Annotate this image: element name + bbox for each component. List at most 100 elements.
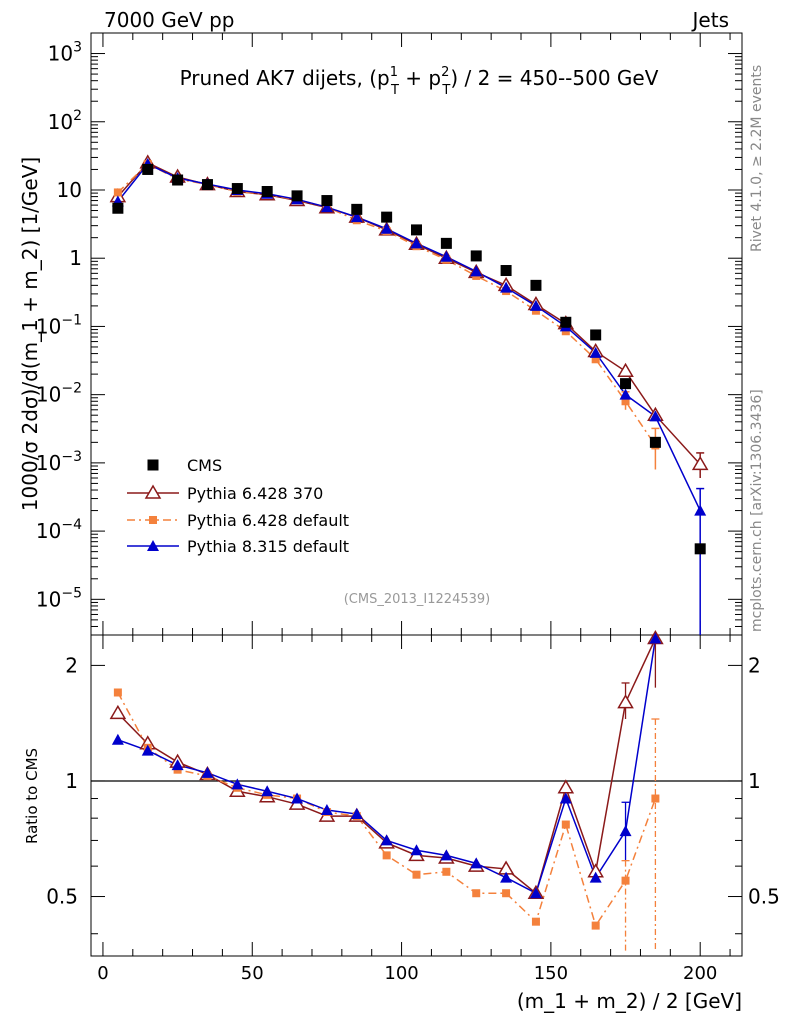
legend-marker: [144, 484, 162, 499]
series-2-point: [621, 397, 630, 406]
ratio-series-2-point: [380, 834, 393, 846]
y-axis-label: 1000/σ 2dσ)/d(m_1 + m_2) [1/GeV]: [18, 157, 42, 511]
cms-point: [530, 279, 542, 291]
cms-point: [381, 211, 393, 223]
y-tick-label: 102: [48, 108, 82, 134]
ratio-y-tick-label-right: 2: [748, 653, 761, 677]
ratio-series-2-point: [201, 766, 214, 778]
cms-point: [321, 195, 333, 207]
cms-point: [411, 224, 422, 236]
cms-point: [470, 250, 482, 262]
ratio-series-2-point: [350, 808, 363, 820]
series-1-point: [691, 455, 709, 471]
x-tick-label: 200: [683, 963, 717, 984]
cms-point: [201, 179, 213, 191]
series-3-point: [470, 265, 483, 277]
legend-label: Pythia 6.428 370: [187, 484, 323, 503]
ratio-series-2-point: [111, 733, 124, 745]
series-3-point: [694, 504, 707, 516]
chart-title: Pruned AK7 dijets, (p1 T + p2 T) / 2 = 450…: [180, 65, 659, 98]
y-tick-label: 10−4: [36, 517, 82, 543]
series-3-point: [440, 250, 453, 262]
ratio-series-2-point: [619, 825, 632, 837]
ratio-series-1-point: [113, 688, 122, 697]
cms-point: [142, 163, 154, 175]
analysis-id: (CMS_2013_I1224539): [344, 592, 491, 607]
ratio-series-1-point: [502, 889, 511, 898]
ratio-series-1-point: [651, 794, 660, 803]
legend-label: Pythia 8.315 default: [187, 537, 349, 556]
header-right: Jets: [691, 8, 729, 32]
legend-label: Pythia 6.428 default: [187, 511, 349, 530]
series-3-point: [350, 211, 363, 223]
x-tick-label: 150: [534, 963, 568, 984]
y-tick-label: 103: [48, 40, 82, 66]
title-sup-1: 1: [390, 65, 398, 80]
ratio-series-0-point: [109, 704, 127, 720]
cms-point: [351, 203, 363, 215]
series-2-point: [113, 188, 122, 197]
ratio-panel-frame: [90, 634, 743, 957]
legend-label: CMS: [187, 456, 222, 475]
ratio-series-2-point: [470, 857, 483, 869]
ratio-line-1: [117, 692, 657, 928]
cms-point: [590, 329, 602, 341]
series-1-point: [617, 362, 634, 378]
ratio-series-1-point: [531, 917, 540, 926]
cms-point: [649, 436, 661, 448]
ratio-series-2-point: [649, 632, 662, 644]
cms-point: [620, 378, 632, 390]
ratio-series-1-point: [382, 851, 391, 860]
x-tick-label: 100: [384, 963, 418, 984]
series-3-point: [320, 201, 333, 213]
ratio-series-2-point: [320, 804, 333, 816]
ratio-y-axis-label: Ratio to CMS: [23, 748, 41, 844]
ratio-series-2-point: [141, 744, 154, 756]
series-3-point: [410, 237, 423, 249]
series-2-point: [591, 355, 600, 364]
cms-point: [440, 237, 452, 249]
ratio-series-2-point: [500, 871, 513, 883]
y-tick-label: 10−2: [36, 381, 82, 407]
x-tick-label: 0: [97, 963, 108, 984]
ratio-series-1-point: [591, 921, 600, 930]
x-tick-label: 50: [241, 963, 264, 984]
ratio-series-0-point: [617, 694, 634, 709]
cms-point: [560, 316, 572, 328]
ratio-series-0-point: [557, 779, 575, 794]
ratio-series-2-point: [440, 849, 453, 861]
title-prefix: Pruned AK7 dijets, (p: [180, 66, 390, 90]
ratio-series-1-point: [442, 867, 451, 876]
y-tick-label: 10: [57, 178, 82, 202]
mcplots-label: mcplots.cern.ch [arXiv:1306.3436]: [749, 389, 765, 632]
title-plus: + p: [399, 66, 441, 90]
ratio-series-1-point: [561, 820, 570, 829]
legend-marker: [147, 459, 159, 471]
cms-point: [112, 202, 124, 214]
ratio-series-1-point: [412, 870, 421, 879]
series-3-point: [649, 410, 662, 422]
series-line-2: [117, 163, 657, 446]
legend-marker: [149, 516, 157, 524]
title-suffix: ) / 2 = 450--500 GeV: [450, 66, 658, 90]
ratio-series-2-point: [171, 759, 184, 771]
ratio-series-1-point: [621, 876, 630, 885]
y-tick-label: 10−1: [36, 312, 82, 338]
ratio-y-tick-label-right: 0.5: [748, 885, 780, 909]
y-tick-label: 10−5: [36, 585, 82, 611]
ratio-y-tick-label-left: 0.5: [46, 885, 78, 909]
series-3-point: [589, 346, 602, 358]
title-sup-2: 2: [441, 65, 449, 80]
legend: CMS Pythia 6.428 370 Pythia 6.428 default P…: [127, 456, 349, 556]
y-tick-label: 10−3: [36, 449, 82, 475]
series-line-1: [117, 161, 701, 465]
ratio-y-tick-label-right: 1: [748, 769, 761, 793]
x-axis-label: (m_1 + m_2) / 2 [GeV]: [517, 989, 742, 1013]
ratio-series-2-point: [410, 844, 423, 856]
ratio-series-2-point: [291, 792, 304, 804]
series-3-point: [619, 388, 632, 400]
series-3-point: [529, 299, 542, 311]
ratio-series-2-point: [231, 778, 244, 790]
title-sub-2: T: [441, 83, 450, 98]
